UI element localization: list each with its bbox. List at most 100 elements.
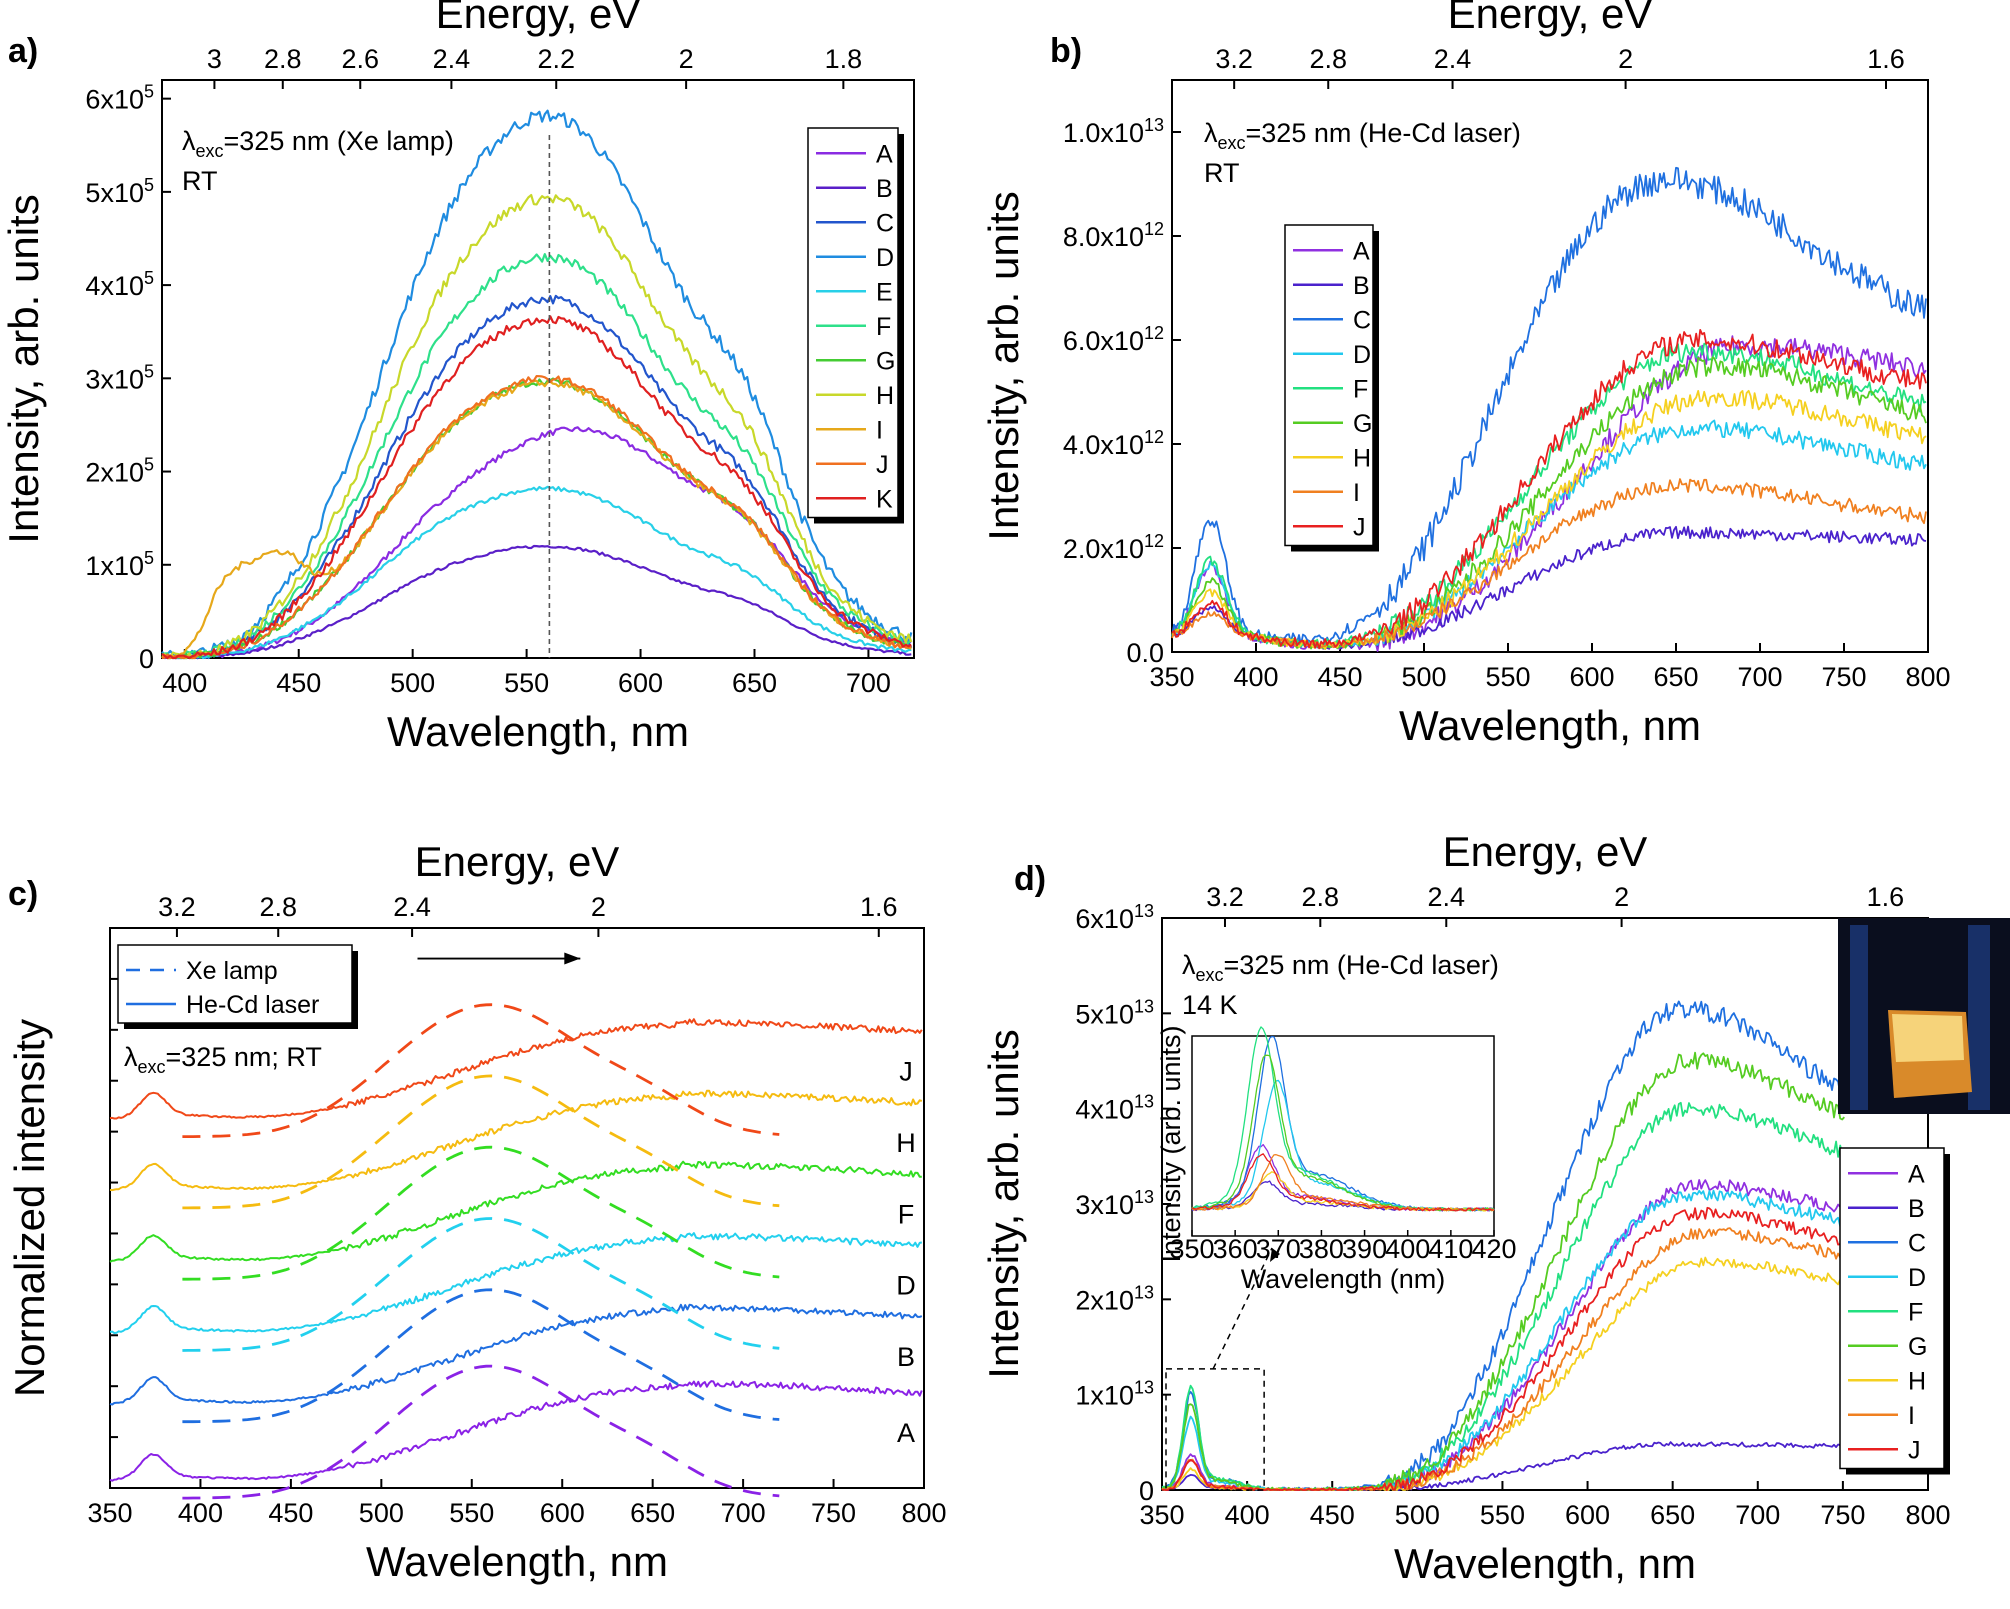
panel-d-zoom-arrow [1212, 1247, 1273, 1370]
panel-c-toptick-label: 2 [591, 892, 606, 922]
panel-d-line-I [1161, 1227, 1845, 1491]
panel-d-legend-entry: B [1908, 1195, 1925, 1223]
panel-d-toptick-label: 3.2 [1206, 882, 1244, 912]
panel-c-annotation: λexc=325 nm; RT [124, 1042, 322, 1077]
panel-b-frame [1171, 79, 1929, 653]
panel-a-toptick-label: 1.8 [825, 44, 863, 74]
panel-c-xlabel: Wavelength, nm [366, 1538, 668, 1585]
panel-d-toptick-label: 2 [1614, 882, 1629, 912]
panel-a-line-C [161, 294, 913, 660]
panel-b-ytick-label: 0.0 [1126, 638, 1164, 668]
panel-c-legend-box [117, 944, 353, 1024]
panel-a-xlabel: Wavelength, nm [387, 708, 689, 755]
panel-a-top-label: Energy, eV [436, 0, 641, 37]
panel-d-xtick-label: 600 [1565, 1500, 1610, 1530]
panel-a-ylabel: Intensity, arb. units [0, 194, 47, 543]
panel-c-label: c) [8, 875, 38, 913]
panel-d-legend-entry: G [1908, 1333, 1927, 1361]
panel-d-annotation: λexc=325 nm (He-Cd laser) [1182, 950, 1499, 985]
panel-d-label: d) [1014, 860, 1046, 898]
panel-b-xtick-label: 350 [1149, 662, 1194, 692]
panel-b-xtick-label: 750 [1821, 662, 1866, 692]
panel-b-series [1171, 166, 1927, 652]
panel-c-xtick-label: 500 [359, 1498, 404, 1528]
panel-b-toptick-label: 3.2 [1215, 44, 1253, 74]
panel-c-xtick-label: 450 [268, 1498, 313, 1528]
panel-c-xtick-label: 700 [721, 1498, 766, 1528]
panel-c-legend-entry: He-Cd laser [186, 991, 319, 1019]
panel-c-laser-A [109, 1380, 923, 1482]
panel-b-xtick-label: 600 [1569, 662, 1614, 692]
panel-b-legend-entry: D [1353, 341, 1371, 369]
panel-b-toptick-label: 1.6 [1867, 44, 1905, 74]
panel-c-xtick-label: 400 [178, 1498, 223, 1528]
panel-d-inset-tick-label: 370 [1256, 1234, 1301, 1264]
panel-b-xtick-label: 650 [1653, 662, 1698, 692]
panel-c-toptick-label: 3.2 [158, 892, 196, 922]
panel-d-xtick-label: 750 [1820, 1500, 1865, 1530]
panel-d-xtick-label: 400 [1225, 1500, 1270, 1530]
panel-b-legend-entry: C [1353, 306, 1371, 334]
panel-d-series [1161, 1000, 1846, 1491]
panel-d-top-label: Energy, eV [1443, 828, 1648, 875]
panel-d-inset-tick-label: 350 [1169, 1234, 1214, 1264]
panel-b-xtick-label: 500 [1401, 662, 1446, 692]
panel-a-toptick-label: 3 [207, 44, 222, 74]
panel-d-legend-entry: D [1908, 1264, 1926, 1292]
panel-d-zoom-arrow-head [1270, 1248, 1280, 1262]
panel-a-ytick-label: 4x105 [85, 268, 154, 301]
panel-a-axes: 400 450 500 550 600 650 700 3 2.8 2.6 2.4 2.2 2 1.8 0 1… [0, 0, 915, 755]
panel-d-line-J [1161, 1206, 1845, 1491]
panel-a-xtick-label: 500 [390, 668, 435, 698]
panel-b-toptick-label: 2.4 [1434, 44, 1472, 74]
panel-c-laser-H [109, 1089, 923, 1192]
panel-b-xtick-label: 700 [1737, 662, 1782, 692]
panel-d-xtick-label: 550 [1480, 1500, 1525, 1530]
panel-a-toptick-label: 2.2 [537, 44, 575, 74]
panel-c-ylabel: Normalized intensity [6, 1019, 53, 1397]
panel-a-line-B [161, 544, 912, 660]
panel-b-ytick-label: 2.0x1012 [1063, 531, 1164, 564]
panel-d-photo [1838, 918, 2010, 1114]
panel-b-ytick-label: 6.0x1012 [1063, 323, 1164, 356]
panel-b-ytick-label: 1.0x1013 [1063, 115, 1164, 148]
panel-b-label: b) [1050, 32, 1082, 70]
panel-d-toptick-label: 1.6 [1867, 882, 1905, 912]
panel-c-series-label-F: F [898, 1199, 915, 1229]
panel-a-legend-entry: G [876, 347, 895, 375]
panel-a-label: a) [8, 32, 38, 70]
panel-d-ytick-label: 3x1013 [1075, 1187, 1154, 1220]
panel-c-axes: 350 400 450 500 550 600 650 700 750 800 3.2 2.8 2.4 2… [6, 838, 947, 1585]
panel-a-legend-entry: C [876, 209, 894, 237]
panel-a-ytick-label: 0 [139, 644, 154, 674]
panel-c-xtick-label: 800 [901, 1498, 946, 1528]
panel-d-inset-ylabel: Intensity (arb. units) [1156, 1025, 1186, 1262]
panel-d-xtick-label: 650 [1650, 1500, 1695, 1530]
panel-a-ytick-label: 3x105 [85, 361, 154, 394]
panel-d-ytick-label: 6x1013 [1075, 901, 1154, 934]
panel-d-inset-tick-label: 410 [1428, 1234, 1473, 1264]
panel-d-legend-entry: H [1908, 1367, 1926, 1395]
panel-c-series-label-D: D [896, 1271, 916, 1301]
panel-b-legend-entry: H [1353, 444, 1371, 472]
panel-c-series [109, 1003, 923, 1500]
panel-c-xe-J [182, 1003, 780, 1138]
panel-d-photo-glow-left [1850, 925, 1868, 1110]
panel-b-legend-entry: F [1353, 375, 1368, 403]
panel-b-annotation-rt: RT [1204, 158, 1240, 188]
panel-a-legend-entry: A [876, 140, 893, 168]
panel-c-toptick-label: 2.8 [259, 892, 297, 922]
panel-b-legend-entry: B [1353, 272, 1370, 300]
panel-d-legend-entry: F [1908, 1298, 1923, 1326]
panel-c-legend-entry: Xe lamp [186, 957, 278, 985]
panel-b-legend-entry: G [1353, 410, 1372, 438]
panel-d-legend-entry: J [1908, 1436, 1921, 1464]
panel-d-inset-line-I [1191, 1154, 1495, 1212]
panel-a-line-E [161, 485, 912, 660]
panel-a-xtick-label: 700 [846, 668, 891, 698]
panel-d-ytick-label: 5x1013 [1075, 996, 1154, 1029]
panel-a-legend-entry: F [876, 313, 891, 341]
panel-c-series-label-J: J [899, 1057, 913, 1087]
